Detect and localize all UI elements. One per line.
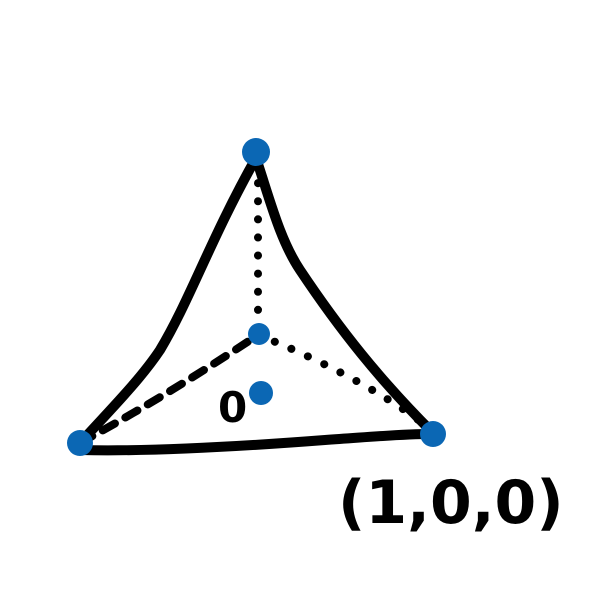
- vertex-right: [420, 421, 446, 447]
- vertex-back: [248, 323, 270, 345]
- edge-left-back-hidden: [76, 331, 262, 447]
- edge-left-right: [75, 429, 435, 456]
- vertex-apex: [242, 138, 270, 166]
- edge-apex-right: [251, 153, 437, 437]
- edge-back-right-hidden: [254, 331, 429, 429]
- origin-label: 0: [218, 383, 247, 432]
- vertex-x-label: (1,0,0): [338, 468, 564, 538]
- vertex-centroid: [249, 381, 273, 405]
- edge-left-apex: [75, 153, 261, 448]
- vertex-left: [67, 430, 93, 456]
